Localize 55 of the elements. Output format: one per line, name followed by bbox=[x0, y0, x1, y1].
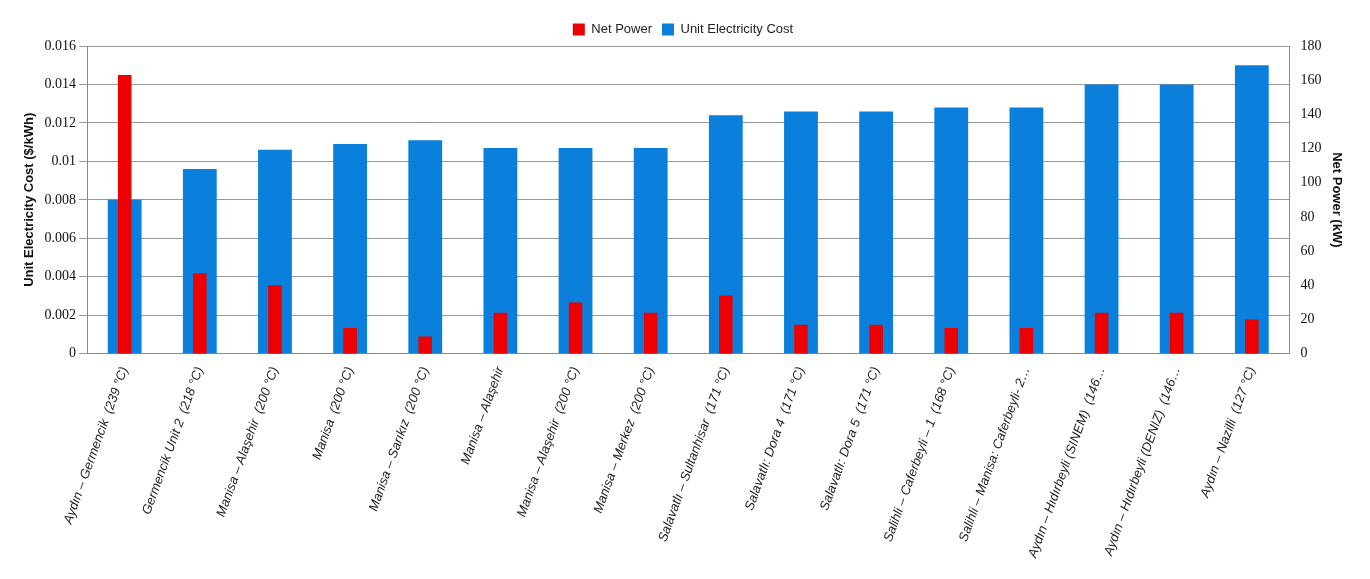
bar bbox=[944, 328, 959, 354]
x-tick-label: Manisa – Alaşehir bbox=[457, 363, 507, 467]
legend-label: Net Power bbox=[591, 21, 653, 37]
bar bbox=[1019, 328, 1034, 354]
y2-tick-label: 60 bbox=[1300, 242, 1315, 258]
bar bbox=[869, 324, 883, 354]
x-tick-label: Manisa – Alaşehir (200 °C) bbox=[212, 364, 282, 519]
bar bbox=[343, 328, 357, 354]
y2-tick-label: 80 bbox=[1300, 208, 1315, 224]
bar bbox=[794, 324, 808, 354]
bar bbox=[268, 285, 282, 354]
x-tick-label: Manisa – Alaşehir (200 °C) bbox=[513, 364, 582, 519]
bar bbox=[934, 107, 969, 354]
x-tick-label: Manisa (200 °C) bbox=[308, 364, 357, 462]
bar bbox=[483, 147, 518, 354]
y2-tick-label: 160 bbox=[1300, 71, 1322, 87]
bar bbox=[633, 147, 668, 354]
bar bbox=[643, 312, 658, 354]
y2-tick-label: 120 bbox=[1300, 140, 1322, 156]
y2-tick-label: 40 bbox=[1300, 276, 1315, 292]
bar bbox=[1084, 84, 1119, 354]
y-tick-label: 0.008 bbox=[44, 191, 77, 207]
x-tick-label: Aydın – Nazilli (127 °C) bbox=[1196, 364, 1259, 501]
bar bbox=[1009, 107, 1044, 354]
y2-tick-label: 140 bbox=[1300, 106, 1322, 122]
x-tick-label: Manisa – Sarıkız (200 °C) bbox=[365, 364, 432, 513]
bar bbox=[784, 111, 818, 354]
bar bbox=[1245, 319, 1259, 354]
y2-tick-label: 100 bbox=[1300, 174, 1322, 190]
y-axis-title: Unit Electricity Cost ($/kWh) bbox=[21, 112, 37, 287]
bar bbox=[568, 302, 583, 354]
y2-tick-label: 20 bbox=[1300, 311, 1315, 327]
y2-axis-title: Net Power (kW) bbox=[1329, 152, 1345, 248]
y2-tick-label: 0 bbox=[1300, 345, 1308, 361]
y-tick-label: 0.012 bbox=[44, 114, 77, 130]
bar bbox=[1159, 84, 1194, 354]
y-tick-label: 0.01 bbox=[51, 153, 77, 169]
y-tick-label: 0.016 bbox=[44, 37, 77, 53]
bar bbox=[333, 144, 368, 354]
bar bbox=[859, 111, 894, 354]
y2-tick-label: 180 bbox=[1300, 37, 1322, 53]
y-tick-label: 0.006 bbox=[44, 229, 77, 245]
bar bbox=[408, 140, 443, 354]
bar bbox=[1234, 65, 1269, 354]
bar bbox=[493, 312, 508, 354]
y-tick-label: 0.002 bbox=[44, 306, 77, 322]
y-tick-label: 0.014 bbox=[44, 76, 77, 92]
y-tick-label: 0.004 bbox=[44, 268, 77, 284]
bar bbox=[1094, 312, 1109, 354]
bar bbox=[193, 273, 207, 354]
legend-label: Unit Electricity Cost bbox=[680, 21, 794, 37]
y-tick-label: 0 bbox=[69, 345, 77, 361]
bar bbox=[418, 336, 433, 354]
bar bbox=[1169, 312, 1184, 354]
bar bbox=[719, 295, 733, 354]
